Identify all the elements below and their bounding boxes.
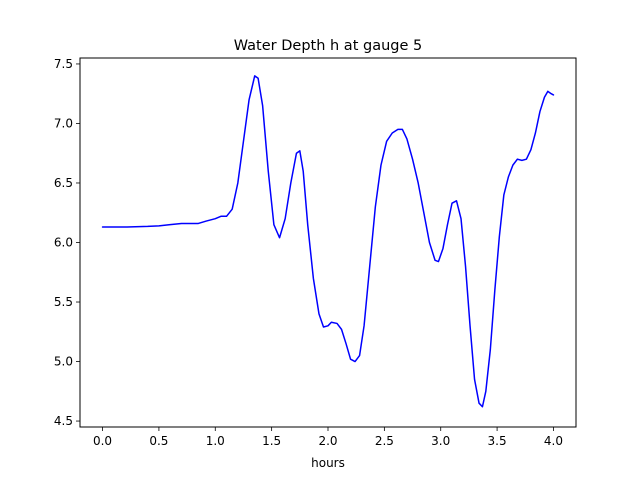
- x-tick-label: 0.0: [93, 434, 112, 448]
- x-axis-ticks: 0.0 0.5 1.0 1.5 2.0 2.5 3.0 3.5 4.0: [93, 427, 563, 448]
- chart-title: Water Depth h at gauge 5: [234, 38, 422, 54]
- series-line-0: [101, 75, 555, 408]
- x-tick-label: 1.5: [262, 434, 281, 448]
- x-tick-label: 2.5: [375, 434, 394, 448]
- y-axis-ticks: 4.5 5.0 5.5 6.0 6.5 7.0 7.5: [54, 57, 80, 428]
- x-tick-label: 0.5: [149, 434, 168, 448]
- x-tick-label: 2.0: [318, 434, 337, 448]
- x-tick-label: 3.5: [488, 434, 507, 448]
- y-tick-label: 7.0: [54, 116, 73, 130]
- y-tick-label: 6.0: [54, 236, 73, 250]
- x-tick-label: 1.0: [206, 434, 225, 448]
- y-tick-label: 4.5: [54, 414, 73, 428]
- y-tick-label: 5.5: [54, 295, 73, 309]
- axes-frame: [79, 57, 577, 428]
- plot-area: [101, 75, 555, 408]
- x-tick-label: 4.0: [544, 434, 563, 448]
- x-tick-label: 3.0: [431, 434, 450, 448]
- x-axis-label: hours: [311, 456, 345, 470]
- y-tick-label: 5.0: [54, 355, 73, 369]
- y-tick-label: 6.5: [54, 176, 73, 190]
- y-tick-label: 7.5: [54, 57, 73, 71]
